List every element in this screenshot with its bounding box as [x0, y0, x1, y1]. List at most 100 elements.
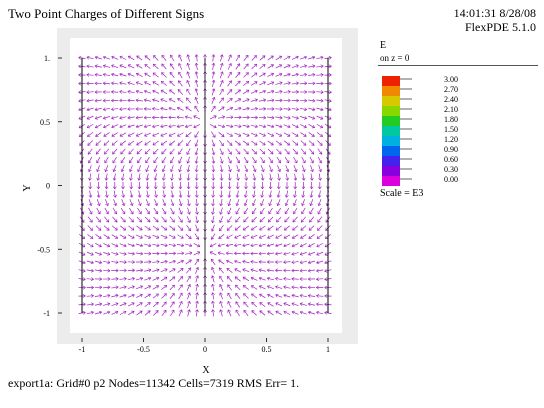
- arrow-head: [285, 186, 288, 190]
- arrow-head: [154, 169, 158, 172]
- field-arrow: [267, 310, 274, 316]
- arrow-head: [144, 151, 146, 155]
- arrow-head: [291, 262, 295, 265]
- arrow-head: [304, 74, 308, 77]
- field-arrow: [299, 99, 307, 102]
- field-arrow: [219, 224, 224, 232]
- arrow-head: [255, 168, 257, 172]
- arrow-head: [185, 115, 188, 117]
- arrow-head: [255, 115, 258, 118]
- arrow-head: [194, 97, 196, 101]
- field-arrow: [267, 243, 275, 247]
- arrow-head: [139, 276, 143, 279]
- arrow-head: [220, 80, 224, 83]
- arrow-head: [329, 107, 332, 111]
- field-arrow: [269, 173, 272, 181]
- arrow-head: [301, 194, 304, 198]
- arrow-head: [246, 126, 250, 129]
- arrow-head: [187, 229, 191, 232]
- arrow-head: [177, 142, 179, 146]
- field-arrow: [291, 56, 299, 60]
- arrow-head: [308, 252, 311, 255]
- arrow-head: [78, 109, 82, 112]
- arrow-head: [270, 186, 273, 190]
- arrow-head: [304, 107, 308, 110]
- field-arrow: [275, 64, 283, 69]
- field-arrow: [259, 81, 266, 86]
- arrow-head: [155, 221, 159, 223]
- field-arrow: [236, 165, 240, 172]
- arrow-head: [112, 186, 116, 190]
- arrow-head: [320, 118, 324, 120]
- arrow-head: [300, 310, 303, 313]
- field-arrow: [169, 216, 175, 223]
- arrow-head: [247, 90, 250, 93]
- arrow-head: [309, 186, 312, 190]
- arrow-head: [296, 107, 299, 110]
- arrow-head: [148, 268, 152, 271]
- arrow-head: [128, 153, 132, 155]
- arrow-head: [295, 64, 299, 66]
- arrow-head: [105, 212, 109, 215]
- field-arrow: [291, 108, 299, 110]
- arrow-head: [107, 286, 111, 290]
- arrow-head: [263, 55, 266, 59]
- arrow-head: [152, 108, 155, 111]
- arrow-head: [304, 72, 307, 75]
- arrow-head: [320, 64, 324, 67]
- arrow-head: [279, 91, 283, 94]
- arrow-head: [230, 116, 234, 120]
- field-arrow: [119, 243, 127, 247]
- field-arrow: [178, 80, 183, 87]
- field-arrow: [227, 292, 232, 300]
- arrow-head: [291, 294, 294, 298]
- arrow-head: [140, 261, 144, 264]
- arrow-head: [316, 302, 320, 305]
- arrow-head: [275, 286, 278, 289]
- x-tick-label: 0.5: [262, 345, 272, 354]
- arrow-head: [320, 81, 324, 84]
- field-arrow: [95, 132, 102, 137]
- arrow-head: [127, 115, 131, 119]
- field-arrow: [291, 73, 299, 77]
- field-arrow: [219, 216, 224, 223]
- arrow-head: [324, 310, 328, 313]
- arrow-head: [127, 133, 130, 137]
- field-arrow: [86, 242, 94, 248]
- arrow-head: [238, 177, 240, 181]
- arrow-head: [307, 295, 311, 298]
- field-arrow: [283, 302, 291, 307]
- field-arrow: [275, 243, 283, 247]
- field-arrow: [186, 139, 191, 147]
- field-arrow: [235, 216, 241, 223]
- arrow-head: [213, 177, 216, 181]
- arrow-head: [218, 235, 220, 239]
- arrow-head: [287, 90, 291, 92]
- arrow-head: [219, 194, 222, 198]
- arrow-head: [275, 251, 278, 255]
- arrow-head: [228, 169, 231, 173]
- arrow-head: [184, 116, 188, 120]
- arrow-head: [165, 227, 168, 231]
- arrow-head: [195, 238, 199, 240]
- field-arrow: [243, 81, 249, 86]
- arrow-head: [179, 212, 183, 215]
- arrow-head: [246, 177, 249, 181]
- arrow-head: [255, 99, 258, 102]
- arrow-head: [160, 81, 163, 85]
- arrow-head: [268, 194, 271, 198]
- arrow-head: [179, 276, 183, 278]
- arrow-head: [316, 285, 319, 288]
- arrow-head: [115, 285, 119, 288]
- field-arrow: [187, 292, 191, 300]
- field-arrow: [299, 260, 307, 264]
- field-arrow: [144, 234, 151, 239]
- field-arrow: [119, 252, 127, 255]
- arrow-head: [316, 270, 320, 273]
- arrow-head: [321, 107, 324, 111]
- arrow-head: [304, 124, 307, 128]
- field-arrow: [89, 173, 92, 181]
- field-arrow: [243, 156, 249, 164]
- arrow-head: [196, 169, 199, 173]
- arrow-head: [324, 303, 327, 307]
